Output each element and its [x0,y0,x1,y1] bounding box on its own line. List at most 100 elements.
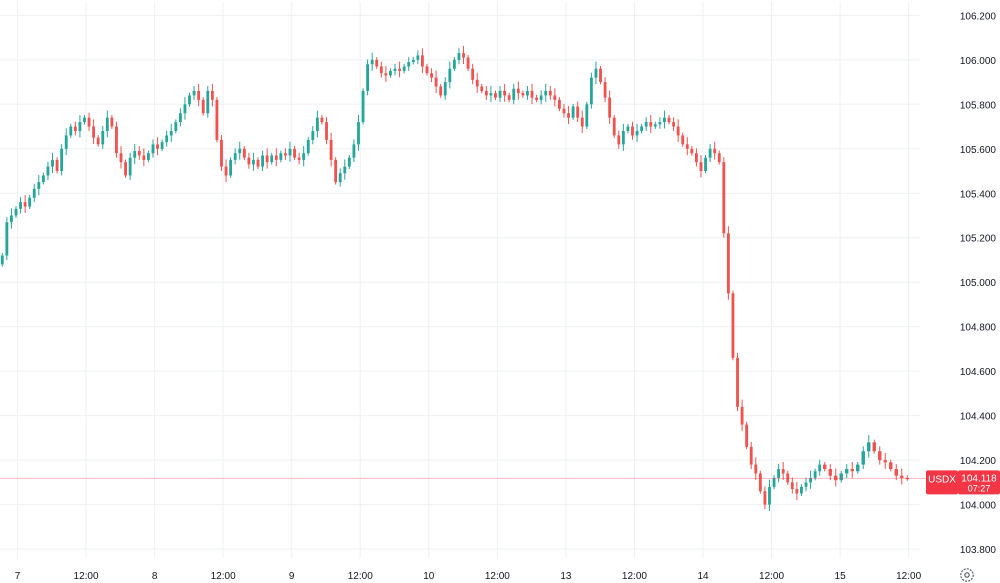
y-tick-label: 104.000 [960,501,997,512]
y-tick-label: 103.800 [960,545,997,556]
candle-body [210,90,214,100]
candle-body [599,68,602,83]
gear-icon[interactable] [960,568,974,582]
candle-body [306,139,310,154]
candle-body [375,59,379,67]
candle-body [19,202,22,209]
candle-body [169,130,173,136]
candle-body [781,469,785,474]
candle-body [73,126,77,131]
candle-body [736,357,739,407]
candle-body [256,159,260,167]
candle-body [466,57,470,69]
candle-body [889,462,893,470]
candle-body [233,153,237,160]
candle-body [0,255,4,265]
candle-body [320,117,324,123]
candle-body [626,126,630,131]
candle-body [14,208,18,216]
candle-body [407,62,411,67]
candle-body [608,97,612,118]
candle-body [83,117,86,123]
candle-body [731,293,735,358]
candle-body [713,148,717,154]
y-tick-label: 105.400 [960,189,997,200]
x-tick-label: 12:00 [211,571,236,582]
candle-body [252,159,255,165]
candle-body [512,88,516,100]
candle-body [872,442,876,452]
candle-body [151,144,155,154]
gear-icon-inner[interactable] [964,572,970,578]
price-badge: USDX 104.118 07:27 [0,470,1000,495]
candle-body [621,130,625,145]
candle-body [370,59,374,65]
candle-body [96,137,100,145]
x-tick-label: 15 [835,571,847,582]
x-tick-label: 7 [15,571,21,582]
candle-body [160,142,164,149]
candle-body [795,489,799,494]
candle-body [475,79,479,87]
candle-body [23,202,27,207]
candle-body [64,135,68,149]
candle-body [539,95,543,100]
candle-body [32,188,36,198]
grid-layer [0,2,920,558]
candle-body [347,157,351,167]
candle-body [78,122,82,131]
candle-body [384,73,388,76]
candle-body [576,106,580,118]
candle-body [343,166,347,174]
candle-body [192,90,196,96]
candle-body [325,122,328,140]
candle-body [133,151,137,158]
candle-body [905,477,909,480]
candle-body [28,197,32,207]
candle-body [800,486,803,494]
candle-body [777,469,781,478]
candle-body [297,157,301,160]
price-badge-box [958,470,1000,495]
candle-body [55,159,59,172]
candle-body [804,482,808,487]
candle-body [667,117,671,123]
candle-body [845,469,849,474]
candle-body [839,473,843,481]
gear-icon-outer[interactable] [960,568,974,582]
candle-body [589,77,593,105]
symbol-label: USDX [928,474,956,485]
x-tick-label: 14 [697,571,709,582]
y-tick-label: 104.200 [960,456,997,467]
candle-body [894,469,898,476]
candle-body [658,122,662,125]
candle-body [425,66,429,74]
candle-body [653,124,657,127]
candle-body [137,151,141,156]
candle-body [247,157,251,165]
candle-body [188,95,191,105]
candle-body [749,446,753,465]
y-tick-label: 104.800 [960,323,997,334]
candle-body [768,486,771,505]
candle-body [685,144,689,149]
candle-body [128,157,132,176]
candle-body [594,68,598,78]
candle-body [834,475,838,481]
candle-body [567,113,570,118]
candle-body [402,66,406,71]
candle-body [758,473,762,492]
candle-body [676,126,680,136]
candle-body [379,66,383,74]
candle-body [786,473,790,483]
axis-layer: 106.200 106.000 105.800 105.600 105.400 105.2… [15,11,997,582]
y-tick-label: 104.400 [960,412,997,423]
candle-body [809,477,812,483]
candle-body [878,451,882,461]
candle-body [883,460,887,463]
candle-body [480,86,484,91]
y-tick-label: 105.200 [960,234,997,245]
candle-body [867,442,871,452]
